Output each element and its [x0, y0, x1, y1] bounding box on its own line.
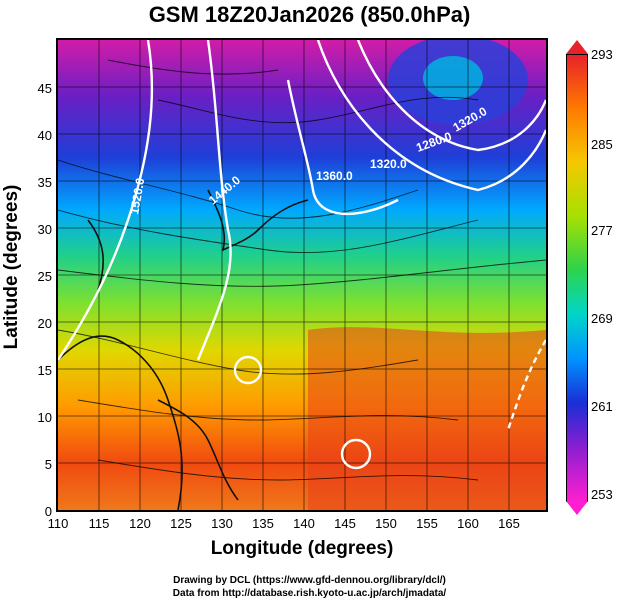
y-tick-label: 40 — [37, 128, 52, 143]
x-tick-label: 115 — [88, 516, 110, 531]
colorbar-min-arrow — [566, 501, 588, 515]
colorbar-label: 285 — [591, 137, 613, 152]
map-title: GSM 18Z20Jan2026 (850.0hPa) — [148, 2, 471, 27]
credit-drawing: Drawing by DCL (https://www.gfd-dennou.o… — [173, 575, 446, 586]
grid-lines — [58, 40, 546, 510]
x-tick-label: 140 — [293, 516, 315, 531]
colorbar-label: 269 — [591, 311, 613, 326]
y-axis-label: Latitude (degrees) — [1, 184, 22, 350]
x-tick-label: 145 — [334, 516, 356, 531]
coastlines — [58, 189, 309, 510]
y-tick-label: 25 — [37, 269, 52, 284]
y-tick-label: 30 — [37, 222, 52, 237]
x-tick-label: 125 — [170, 516, 192, 531]
x-tick-label: 165 — [498, 516, 520, 531]
y-tick-label: 20 — [37, 316, 52, 331]
map-canvas: 1520.0 1440.0 1360.0 1320.0 1280.0 1320.… — [58, 40, 546, 510]
x-tick-label: 130 — [211, 516, 233, 531]
colorbar-label: 277 — [591, 223, 613, 238]
temperature-map: 1520.0 1440.0 1360.0 1320.0 1280.0 1320.… — [56, 38, 548, 512]
contour-label: 1320.0 — [370, 157, 407, 171]
y-tick-label: 35 — [37, 175, 52, 190]
colorbar — [566, 54, 588, 502]
x-tick-label: 120 — [129, 516, 151, 531]
y-tick-label: 5 — [44, 457, 52, 472]
colorbar-label: 261 — [591, 399, 613, 414]
contour-label: 1360.0 — [316, 169, 353, 183]
colorbar-max-arrow — [566, 40, 588, 54]
y-tick-label: 10 — [37, 410, 52, 425]
x-tick-label: 110 — [47, 516, 69, 531]
x-tick-label: 160 — [457, 516, 479, 531]
colorbar-label: 293 — [591, 47, 613, 62]
x-tick-label: 150 — [375, 516, 397, 531]
y-tick-label: 15 — [37, 363, 52, 378]
cyclone-core — [423, 56, 483, 100]
y-tick-label: 45 — [37, 81, 52, 96]
x-tick-label: 155 — [416, 516, 438, 531]
credit-data: Data from http://database.rish.kyoto-u.a… — [172, 588, 447, 599]
geopotential-contours — [58, 40, 546, 470]
contour-label: 1520.0 — [127, 177, 147, 216]
colorbar-label: 253 — [591, 487, 613, 502]
x-tick-label: 135 — [252, 516, 274, 531]
x-axis-label: Longitude (degrees) — [210, 538, 394, 559]
wind-streamlines — [58, 59, 546, 481]
y-tick-label: 0 — [44, 504, 52, 519]
